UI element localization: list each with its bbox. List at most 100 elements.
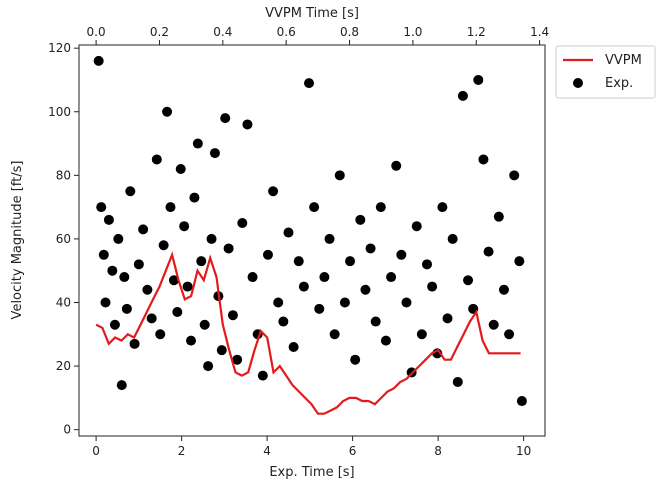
exp-data-point: [273, 297, 284, 308]
exp-data-point: [483, 246, 494, 257]
exp-data-point: [109, 319, 120, 330]
legend-exp-label: Exp.: [605, 76, 633, 91]
exp-data-point: [103, 214, 114, 225]
secondary-x-tick-label: 1.2: [467, 25, 486, 39]
exp-data-point: [96, 202, 107, 213]
secondary-x-axis-label: VVPM Time [s]: [265, 6, 359, 21]
exp-data-point: [155, 329, 166, 340]
exp-data-point: [422, 259, 433, 270]
exp-data-point: [257, 370, 268, 381]
exp-data-point: [203, 361, 214, 372]
exp-data-point: [380, 335, 391, 346]
exp-data-point: [216, 345, 227, 356]
experiment-points: [93, 55, 527, 407]
exp-data-point: [192, 138, 203, 149]
exp-data-point: [442, 313, 453, 324]
exp-data-point: [138, 224, 149, 235]
exp-data-point: [339, 297, 350, 308]
exp-data-point: [223, 243, 234, 254]
exp-data-point: [478, 154, 489, 165]
exp-data-point: [196, 256, 207, 267]
exp-data-point: [268, 186, 279, 197]
y-tick-label: 40: [56, 295, 71, 309]
exp-data-point: [319, 272, 330, 283]
exp-data-point: [350, 354, 361, 365]
secondary-x-tick-label: 0.2: [150, 25, 169, 39]
exp-data-point: [262, 249, 273, 260]
secondary-x-tick-label: 0.0: [87, 25, 106, 39]
exp-data-point: [168, 275, 179, 286]
secondary-x-tick-label: 1.4: [530, 25, 549, 39]
exp-data-point: [355, 214, 366, 225]
secondary-x-axis-ticks: 0.0 0.2 0.4 0.6 0.8 1.0 1.2 1.4: [87, 25, 549, 45]
exp-data-point: [452, 376, 463, 387]
exp-data-point: [209, 148, 220, 159]
exp-data-point: [314, 303, 325, 314]
exp-data-point: [179, 221, 190, 232]
exp-data-point: [488, 319, 499, 330]
legend: VVPM Exp.: [555, 45, 656, 99]
exp-data-point: [116, 380, 127, 391]
vvpm-line: [95, 251, 521, 415]
y-tick-label: 80: [56, 168, 71, 182]
exp-data-point: [121, 303, 132, 314]
exp-data-point: [370, 316, 381, 327]
exp-data-point: [309, 202, 320, 213]
exp-data-point: [98, 249, 109, 260]
exp-data-point: [142, 284, 153, 295]
exp-data-point: [509, 170, 520, 181]
exp-data-point: [514, 256, 525, 267]
exp-data-point: [100, 297, 111, 308]
exp-data-point: [172, 307, 183, 318]
exp-data-point: [437, 202, 448, 213]
exp-data-point: [129, 338, 140, 349]
exp-data-point: [151, 154, 162, 165]
exp-data-point: [232, 354, 243, 365]
exp-data-point: [242, 119, 253, 130]
exp-data-point: [165, 202, 176, 213]
exp-data-point: [365, 243, 376, 254]
exp-data-point: [146, 313, 157, 324]
plot-content: [93, 55, 527, 415]
exp-data-point: [504, 329, 515, 340]
exp-data-point: [493, 211, 504, 222]
exp-data-point: [237, 218, 248, 229]
exp-data-point: [107, 265, 118, 276]
exp-data-point: [498, 284, 509, 295]
exp-data-point: [324, 233, 335, 244]
x-tick-label: 6: [349, 444, 357, 458]
x-tick-label: 10: [516, 444, 531, 458]
y-axis-label: Velocity Magnitude [ft/s]: [10, 161, 25, 320]
y-tick-label: 120: [48, 41, 71, 55]
exp-data-point: [293, 256, 304, 267]
y-tick-label: 100: [48, 105, 71, 119]
exp-data-point: [247, 272, 258, 283]
exp-data-point: [360, 284, 371, 295]
exp-data-point: [473, 74, 484, 85]
exp-data-point: [133, 259, 144, 270]
exp-data-point: [375, 202, 386, 213]
exp-data-point: [329, 329, 340, 340]
exp-data-point: [175, 163, 186, 174]
exp-data-point: [334, 170, 345, 181]
exp-data-point: [119, 272, 130, 283]
legend-exp-swatch: [573, 78, 583, 88]
y-axis-ticks: 0 20 40 60 80 100 120: [48, 41, 79, 437]
exp-data-point: [447, 233, 458, 244]
exp-data-point: [463, 275, 474, 286]
x-tick-label: 0: [92, 444, 100, 458]
exp-data-point: [278, 316, 289, 327]
x-axis-ticks: 0 2 4 6 8 10: [92, 436, 531, 458]
legend-vvpm-label: VVPM: [605, 53, 642, 68]
exp-data-point: [113, 233, 124, 244]
exp-data-point: [288, 341, 299, 352]
exp-data-point: [427, 281, 438, 292]
exp-data-point: [411, 221, 422, 232]
y-tick-label: 0: [63, 423, 71, 437]
exp-data-point: [457, 90, 468, 101]
exp-data-point: [227, 310, 238, 321]
exp-data-point: [125, 186, 136, 197]
exp-data-point: [283, 227, 294, 238]
exp-data-point: [516, 396, 527, 407]
